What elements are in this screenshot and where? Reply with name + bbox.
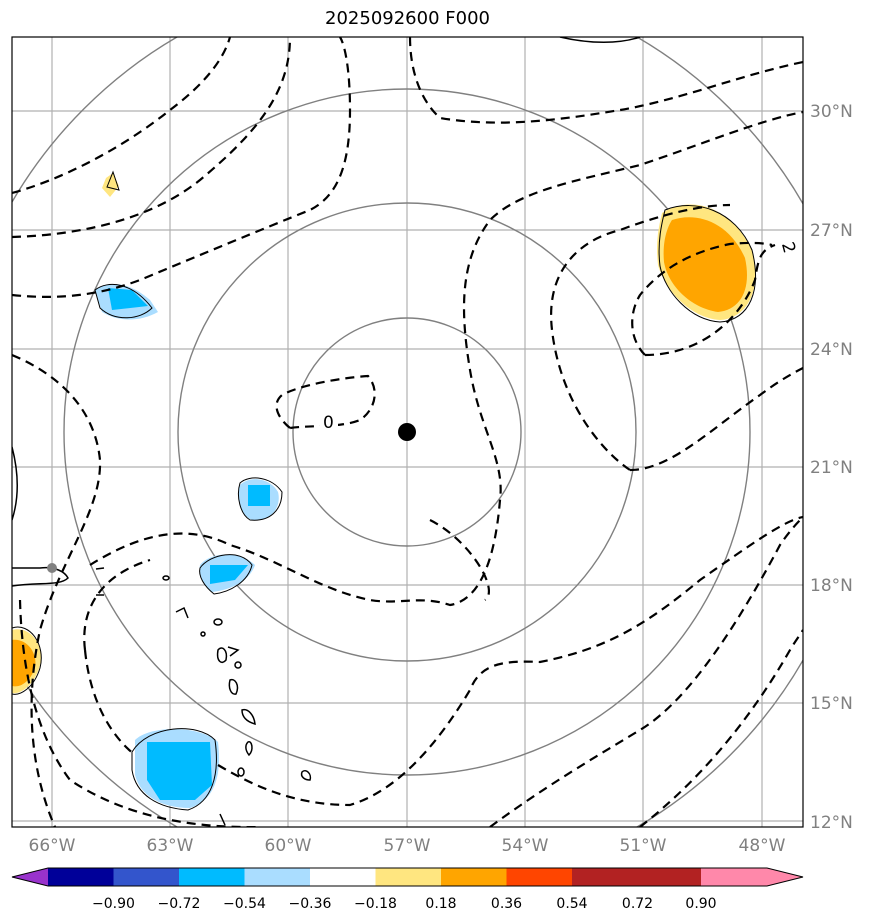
lat-tick: 21°N bbox=[810, 458, 853, 478]
colorbar-tick: 0.90 bbox=[685, 896, 716, 912]
positive-anomaly-nw-spot bbox=[102, 173, 119, 197]
negative-anomaly-4-core bbox=[147, 742, 212, 800]
map-frame bbox=[11, 36, 804, 828]
lat-tick-labels: 30°N 27°N 24°N 21°N 18°N 15°N 12°N bbox=[810, 102, 853, 833]
lon-tick: 51°W bbox=[620, 836, 667, 856]
colorbar-segment bbox=[441, 868, 507, 886]
colorbar-segment bbox=[375, 868, 441, 886]
station-marker bbox=[47, 563, 57, 573]
lat-tick: 27°N bbox=[810, 221, 853, 241]
colorbar-segment bbox=[48, 868, 114, 886]
contour-label-two: 2 bbox=[777, 240, 799, 256]
colorbar-tick: −0.72 bbox=[158, 896, 201, 912]
map-title: 2025092600 F000 bbox=[325, 8, 490, 29]
colorbar-extend-low bbox=[12, 868, 48, 886]
colorbar-tick: 0.36 bbox=[491, 896, 522, 912]
colorbar-tick: −0.36 bbox=[289, 896, 332, 912]
dashed-contours bbox=[12, 37, 803, 827]
colorbar-tick: −0.18 bbox=[354, 896, 397, 912]
lon-tick: 48°W bbox=[739, 836, 786, 856]
colorbar-segment bbox=[310, 868, 376, 886]
lon-tick: 54°W bbox=[502, 836, 549, 856]
colorbar-tick: 0.18 bbox=[425, 896, 456, 912]
colorbar-segment bbox=[179, 868, 245, 886]
positive-anomaly-ne-core bbox=[663, 217, 747, 312]
lon-tick: 57°W bbox=[384, 836, 431, 856]
shaded-regions bbox=[12, 173, 756, 808]
colorbar-tick: −0.54 bbox=[223, 896, 266, 912]
negative-anomaly-2-core bbox=[248, 485, 270, 506]
colorbar-tick: 0.54 bbox=[556, 896, 587, 912]
coastlines bbox=[12, 37, 641, 826]
negative-anomaly-1-core bbox=[108, 288, 148, 310]
negative-anomaly-3-core bbox=[210, 565, 248, 584]
lat-tick: 30°N bbox=[810, 102, 853, 122]
colorbar-tick: −0.90 bbox=[92, 896, 135, 912]
lon-tick: 60°W bbox=[265, 836, 312, 856]
colorbar-segment bbox=[637, 868, 701, 886]
colorbar-segment bbox=[113, 868, 179, 886]
lon-tick: 66°W bbox=[29, 836, 76, 856]
positive-anomaly-west-core bbox=[12, 639, 36, 687]
lat-tick: 18°N bbox=[810, 576, 853, 596]
lon-tick-labels: 66°W 63°W 60°W 57°W 54°W 51°W 48°W bbox=[29, 836, 786, 856]
range-rings bbox=[12, 37, 803, 827]
colorbar-segment bbox=[244, 868, 310, 886]
lat-tick: 12°N bbox=[810, 813, 853, 833]
lon-tick: 63°W bbox=[147, 836, 194, 856]
lat-tick: 15°N bbox=[810, 694, 853, 714]
colorbar-tick: 0.72 bbox=[622, 896, 653, 912]
storm-center-dot bbox=[398, 423, 416, 441]
colorbar-segment bbox=[572, 868, 638, 886]
colorbar-segment bbox=[506, 868, 572, 886]
contour-label-zero: 0 bbox=[323, 413, 334, 433]
lat-tick: 24°N bbox=[810, 340, 853, 360]
colorbar: −0.90 −0.72 −0.54 −0.36 −0.18 0.18 0.36 … bbox=[11, 867, 804, 912]
